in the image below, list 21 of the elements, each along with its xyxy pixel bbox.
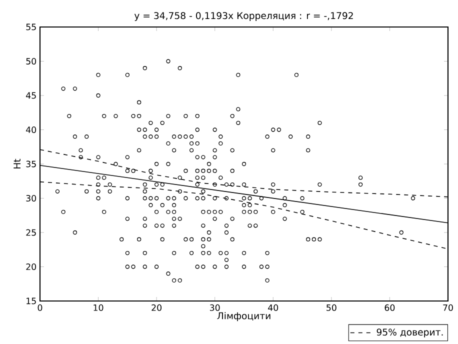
y-tick-label: 15	[26, 298, 36, 304]
x-tick-label: 70	[443, 304, 453, 311]
x-axis-title: Лімфоцити	[217, 312, 270, 322]
y-tick-label: 25	[26, 229, 36, 236]
y-tick-label: 45	[26, 92, 36, 99]
x-tick-label: 50	[326, 304, 336, 311]
y-tick-label: 20	[26, 263, 36, 270]
y-tick-label: 35	[26, 160, 36, 168]
x-tick-label: 30	[210, 304, 220, 311]
y-axis-title: Ht	[14, 158, 20, 168]
x-tick-label: 20	[152, 304, 162, 311]
x-tick-label: 10	[94, 304, 104, 311]
chart-title: y = 34,758 - 0,1193x Корреляция : r = -,1792	[134, 12, 353, 21]
y-tick-label: 50	[26, 58, 36, 65]
x-tick-label: 40	[268, 304, 278, 311]
x-tick-label: 0	[38, 304, 42, 311]
y-tick-label: 30	[26, 194, 36, 202]
legend-label: 95% доверит.	[376, 328, 443, 338]
y-tick-label: 40	[26, 126, 36, 134]
x-tick-label: 60	[384, 304, 395, 311]
y-tick-label: 55	[26, 24, 36, 30]
